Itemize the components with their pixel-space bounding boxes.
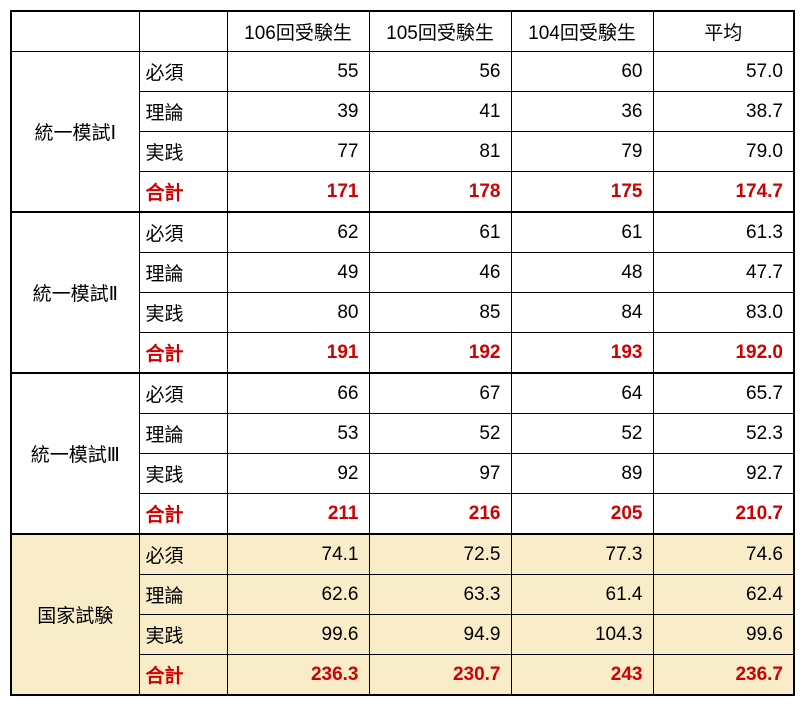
cell-value: 52 [369, 414, 511, 454]
cell-value: 62 [227, 212, 369, 253]
cell-value: 36 [511, 92, 653, 132]
cell-value: 174.7 [653, 172, 794, 213]
cell-value: 84 [511, 293, 653, 333]
cell-value: 77.3 [511, 534, 653, 575]
subtotal-label: 合計 [139, 655, 227, 696]
cell-value: 53 [227, 414, 369, 454]
subcategory-label: 理論 [139, 414, 227, 454]
cell-value: 99.6 [227, 615, 369, 655]
table-row: 国家試験必須74.172.577.374.6 [11, 534, 794, 575]
cell-value: 80 [227, 293, 369, 333]
cell-value: 41 [369, 92, 511, 132]
cell-value: 81 [369, 132, 511, 172]
cell-value: 49 [227, 253, 369, 293]
table-row: 統一模試Ⅲ必須66676465.7 [11, 373, 794, 414]
section-label: 国家試験 [11, 534, 139, 695]
cell-value: 66 [227, 373, 369, 414]
cell-value: 48 [511, 253, 653, 293]
cell-value: 83.0 [653, 293, 794, 333]
cell-value: 61 [511, 212, 653, 253]
cell-value: 193 [511, 333, 653, 374]
cell-value: 52 [511, 414, 653, 454]
cell-value: 52.3 [653, 414, 794, 454]
cell-value: 211 [227, 494, 369, 535]
subcategory-label: 実践 [139, 454, 227, 494]
cell-value: 99.6 [653, 615, 794, 655]
cell-value: 104.3 [511, 615, 653, 655]
subcategory-label: 理論 [139, 575, 227, 615]
cell-value: 61 [369, 212, 511, 253]
cell-value: 79.0 [653, 132, 794, 172]
cell-value: 178 [369, 172, 511, 213]
cell-value: 62.4 [653, 575, 794, 615]
cell-value: 89 [511, 454, 653, 494]
cell-value: 60 [511, 52, 653, 92]
score-table: 106回受験生 105回受験生 104回受験生 平均 統一模試Ⅰ必須555660… [10, 10, 795, 696]
cell-value: 67 [369, 373, 511, 414]
cell-value: 92 [227, 454, 369, 494]
subcategory-label: 必須 [139, 212, 227, 253]
cell-value: 62.6 [227, 575, 369, 615]
cell-value: 74.6 [653, 534, 794, 575]
cell-value: 230.7 [369, 655, 511, 696]
cell-value: 77 [227, 132, 369, 172]
cell-value: 175 [511, 172, 653, 213]
cell-value: 191 [227, 333, 369, 374]
subtotal-label: 合計 [139, 494, 227, 535]
cell-value: 64 [511, 373, 653, 414]
section-label: 統一模試Ⅱ [11, 212, 139, 373]
cell-value: 72.5 [369, 534, 511, 575]
subtotal-label: 合計 [139, 333, 227, 374]
cell-value: 65.7 [653, 373, 794, 414]
col-avg: 平均 [653, 11, 794, 52]
header-row: 106回受験生 105回受験生 104回受験生 平均 [11, 11, 794, 52]
cell-value: 57.0 [653, 52, 794, 92]
subcategory-label: 実践 [139, 293, 227, 333]
cell-value: 243 [511, 655, 653, 696]
subtotal-label: 合計 [139, 172, 227, 213]
section-label: 統一模試Ⅰ [11, 52, 139, 213]
cell-value: 236.3 [227, 655, 369, 696]
table-row: 統一模試Ⅰ必須55566057.0 [11, 52, 794, 92]
cell-value: 97 [369, 454, 511, 494]
cell-value: 61.3 [653, 212, 794, 253]
cell-value: 192.0 [653, 333, 794, 374]
table-row: 統一模試Ⅱ必須62616161.3 [11, 212, 794, 253]
cell-value: 46 [369, 253, 511, 293]
cell-value: 38.7 [653, 92, 794, 132]
cell-value: 216 [369, 494, 511, 535]
cell-value: 85 [369, 293, 511, 333]
col-106: 106回受験生 [227, 11, 369, 52]
cell-value: 210.7 [653, 494, 794, 535]
col-105: 105回受験生 [369, 11, 511, 52]
subcategory-label: 理論 [139, 92, 227, 132]
subcategory-label: 必須 [139, 534, 227, 575]
cell-value: 74.1 [227, 534, 369, 575]
cell-value: 94.9 [369, 615, 511, 655]
subcategory-label: 必須 [139, 373, 227, 414]
cell-value: 61.4 [511, 575, 653, 615]
col-104: 104回受験生 [511, 11, 653, 52]
cell-value: 79 [511, 132, 653, 172]
col-blank-1 [139, 11, 227, 52]
subcategory-label: 理論 [139, 253, 227, 293]
subcategory-label: 必須 [139, 52, 227, 92]
col-blank-0 [11, 11, 139, 52]
cell-value: 192 [369, 333, 511, 374]
cell-value: 63.3 [369, 575, 511, 615]
cell-value: 236.7 [653, 655, 794, 696]
cell-value: 205 [511, 494, 653, 535]
section-label: 統一模試Ⅲ [11, 373, 139, 534]
cell-value: 56 [369, 52, 511, 92]
cell-value: 39 [227, 92, 369, 132]
subcategory-label: 実践 [139, 132, 227, 172]
cell-value: 47.7 [653, 253, 794, 293]
cell-value: 55 [227, 52, 369, 92]
cell-value: 92.7 [653, 454, 794, 494]
subcategory-label: 実践 [139, 615, 227, 655]
cell-value: 171 [227, 172, 369, 213]
table-body: 統一模試Ⅰ必須55566057.0理論39413638.7実践77817979.… [11, 52, 794, 696]
